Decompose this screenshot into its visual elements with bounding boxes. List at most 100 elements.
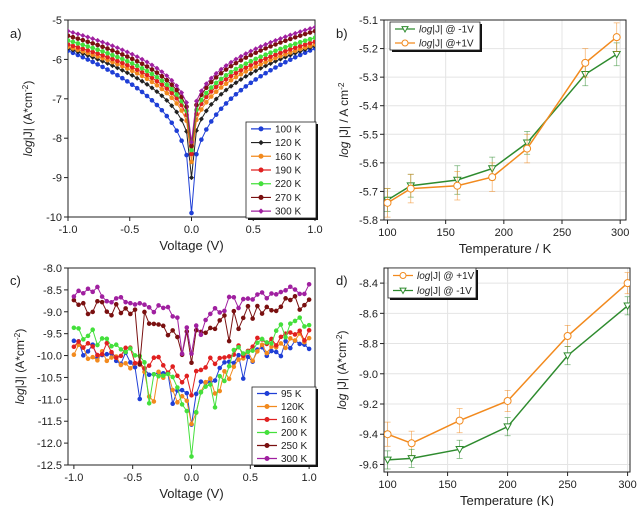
- data-point: [90, 41, 95, 46]
- data-point: [228, 96, 234, 101]
- y-tick-label: -8.0: [43, 263, 62, 275]
- x-axis-label: Temperature (K): [460, 493, 554, 506]
- data-point: [104, 351, 110, 357]
- legend-marker: [264, 430, 270, 435]
- data-point: [123, 345, 128, 351]
- data-point: [184, 373, 190, 379]
- data-point: [109, 312, 114, 318]
- data-point: [302, 338, 307, 343]
- data-point: [255, 303, 260, 309]
- data-point: [253, 77, 259, 82]
- data-point: [233, 70, 239, 76]
- data-point: [85, 39, 91, 45]
- x-tick-label: 300: [611, 227, 629, 239]
- data-point: [302, 291, 307, 297]
- data-point: [231, 308, 237, 314]
- data-point: [120, 52, 125, 57]
- data-point: [612, 50, 622, 59]
- data-point: [80, 46, 86, 52]
- y-tick-label: -5.7: [359, 186, 378, 198]
- x-tick-label: 1.0: [307, 224, 322, 236]
- data-point: [273, 52, 278, 58]
- data-point: [165, 304, 171, 310]
- y-tick-label: -5.3: [359, 72, 378, 84]
- data-point: [263, 63, 269, 69]
- legend-label: 120 K: [275, 138, 301, 149]
- data-point: [169, 90, 175, 96]
- data-point: [99, 351, 105, 357]
- data-point: [231, 364, 237, 370]
- data-point: [151, 321, 157, 327]
- data-point: [119, 67, 125, 73]
- data-point: [170, 401, 175, 406]
- legend: 95 K 120K 160 K 200 K 250 K 300 K: [251, 386, 318, 467]
- data-point: [263, 70, 268, 76]
- legend-label: 270 K: [275, 193, 301, 204]
- data-point: [208, 382, 213, 387]
- data-point: [223, 73, 229, 78]
- data-point: [203, 330, 208, 336]
- data-point: [184, 390, 190, 396]
- x-axis-label: Voltage (V): [159, 238, 223, 253]
- x-tick-label: 250: [553, 227, 571, 239]
- data-point: [273, 308, 279, 314]
- data-point: [146, 321, 152, 326]
- chart-panel-2: 100 150 200 250 300 -5.8 -5.7 -5.6 -5.5 -5.4 -5.3 -…: [336, 15, 630, 256]
- data-point: [115, 58, 120, 64]
- data-point: [288, 57, 293, 63]
- data-point: [297, 341, 303, 347]
- data-point: [273, 65, 278, 70]
- legend-marker: [401, 26, 409, 34]
- data-point: [198, 116, 204, 122]
- data-point: [222, 368, 227, 374]
- data-point: [253, 50, 259, 56]
- data-point: [243, 51, 249, 57]
- data-point: [90, 354, 95, 360]
- data-point: [95, 51, 100, 56]
- data-point: [263, 56, 268, 61]
- data-point: [85, 57, 91, 62]
- data-point: [164, 82, 170, 87]
- data-point: [139, 56, 145, 62]
- data-point: [129, 51, 135, 57]
- data-point: [179, 108, 184, 113]
- data-point: [273, 48, 278, 54]
- data-point: [128, 365, 133, 371]
- data-point: [612, 33, 621, 42]
- data-point: [110, 52, 115, 58]
- legend-label: 220 K: [275, 179, 301, 190]
- data-point: [85, 311, 91, 317]
- data-point: [203, 317, 208, 323]
- data-point: [231, 347, 237, 353]
- data-point: [250, 297, 255, 302]
- data-point: [179, 387, 185, 393]
- data-point: [113, 301, 119, 307]
- x-tick-label: 100: [378, 227, 396, 239]
- data-point: [105, 54, 110, 60]
- data-point: [288, 345, 293, 351]
- data-point: [268, 44, 273, 49]
- data-point: [179, 117, 185, 123]
- data-point: [134, 71, 140, 76]
- y-tick-label: -10: [46, 212, 62, 224]
- data-point: [113, 296, 119, 301]
- data-point: [240, 315, 246, 321]
- data-point: [268, 61, 274, 67]
- data-point: [159, 107, 165, 113]
- data-point: [95, 62, 100, 67]
- data-point: [149, 71, 155, 77]
- data-point: [273, 343, 279, 348]
- data-point: [278, 40, 283, 45]
- data-point: [100, 64, 105, 70]
- x-tick-label: -0.5: [120, 224, 139, 236]
- data-point: [71, 344, 77, 350]
- data-point: [174, 101, 179, 106]
- data-point: [208, 325, 213, 331]
- y-tick-label: -12.5: [37, 460, 62, 472]
- data-point: [149, 62, 155, 68]
- data-point: [124, 54, 130, 59]
- data-point: [283, 38, 288, 44]
- y-tick-label: -9.0: [43, 307, 62, 319]
- data-point: [90, 36, 96, 42]
